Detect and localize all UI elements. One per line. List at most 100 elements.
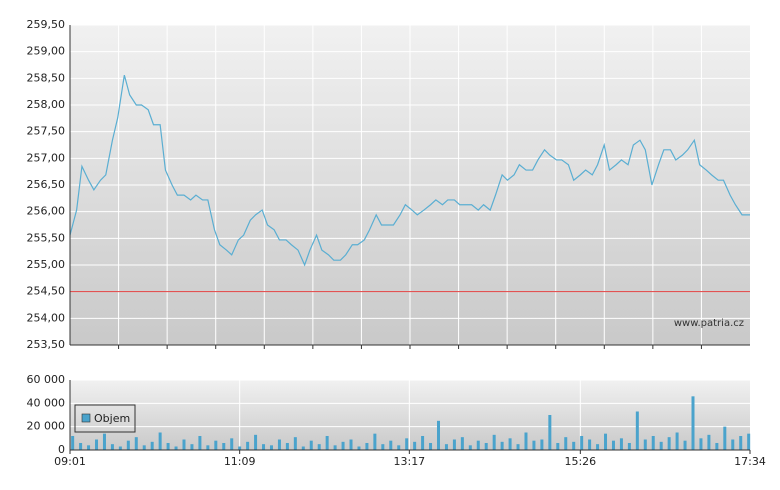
volume-bar [635, 411, 639, 450]
volume-bar [683, 440, 687, 450]
x-tick-label: 11:09 [224, 455, 256, 468]
volume-bar [500, 441, 504, 450]
volume-bar [285, 443, 289, 450]
volume-bar [333, 445, 337, 450]
volume-bar [564, 437, 568, 450]
volume-bar [262, 444, 266, 450]
volume-bar [190, 444, 194, 450]
volume-bar [269, 445, 273, 450]
watermark: www.patria.cz [674, 318, 744, 329]
x-tick-label: 09:01 [54, 455, 86, 468]
y-tick-label: 40 000 [27, 396, 66, 409]
volume-bar [357, 446, 361, 450]
y-tick-label: 258,00 [27, 98, 66, 111]
volume-bar [731, 439, 735, 450]
volume-bar [317, 444, 321, 450]
price-line [69, 74, 750, 267]
volume-bar [214, 440, 218, 450]
volume-bar [150, 441, 154, 450]
y-tick-label: 259,50 [27, 18, 66, 31]
volume-bar [365, 443, 369, 450]
volume-bar [429, 443, 433, 450]
volume-bar [397, 445, 401, 450]
volume-bar [596, 444, 600, 450]
y-tick-label: 259,00 [27, 45, 66, 58]
volume-bar [158, 432, 162, 450]
y-tick-label: 60 000 [27, 373, 66, 386]
volume-bar [516, 444, 520, 450]
volume-bar [174, 446, 178, 450]
volume-bar [580, 436, 584, 450]
volume-bar [301, 446, 305, 450]
volume-bar [79, 443, 83, 450]
volume-bar [627, 443, 631, 450]
volume-bar [651, 436, 655, 450]
volume-bar [230, 438, 234, 450]
y-tick-label: 255,00 [27, 258, 66, 271]
volume-bar [524, 432, 528, 450]
volume-bar [484, 443, 488, 450]
volume-bar [540, 439, 544, 450]
volume-bar [389, 440, 393, 450]
y-tick-label: 254,50 [27, 285, 66, 298]
volume-bar [198, 436, 202, 450]
y-tick-label: 253,50 [27, 338, 66, 351]
volume-bar [373, 433, 377, 450]
volume-bar [604, 433, 608, 450]
legend-box [74, 404, 136, 433]
volume-bar [508, 438, 512, 450]
volume-bar [643, 439, 647, 450]
volume-bar [452, 439, 456, 450]
volume-bar [110, 444, 114, 450]
volume-bar [675, 432, 679, 450]
volume-bar [572, 441, 576, 450]
y-tick-label: 256,00 [27, 205, 66, 218]
volume-bar [556, 443, 560, 450]
volume-bar [118, 446, 122, 450]
legend-label: Objem [94, 412, 130, 425]
volume-bar [723, 426, 727, 450]
volume-bar [739, 436, 743, 450]
volume-bar [166, 443, 170, 450]
volume-plot-area [70, 380, 750, 450]
volume-bar [222, 443, 226, 450]
volume-bar [476, 440, 480, 450]
volume-bar [460, 437, 464, 450]
y-tick-label: 256,50 [27, 178, 66, 191]
volume-bar [126, 440, 130, 450]
volume-bar [659, 441, 663, 450]
volume-bar [87, 445, 91, 450]
y-tick-label: 257,50 [27, 125, 66, 138]
y-tick-label: 254,00 [27, 311, 66, 324]
volume-bar [95, 439, 99, 450]
volume-bar [142, 445, 146, 450]
volume-bar [611, 440, 615, 450]
y-tick-label: 255,50 [27, 231, 66, 244]
y-tick-label: 257,00 [27, 151, 66, 164]
volume-bar [715, 443, 719, 450]
volume-bar [102, 433, 106, 450]
x-tick-label: 13:17 [393, 455, 425, 468]
y-tick-label: 258,50 [27, 71, 66, 84]
volume-bar [309, 440, 313, 450]
volume-bar [341, 441, 345, 450]
volume-bar [413, 441, 417, 450]
volume-bar [667, 437, 671, 450]
volume-bar [206, 445, 210, 450]
volume-bar [548, 415, 552, 450]
x-tick-label: 17:34 [734, 455, 766, 468]
volume-bar [182, 439, 186, 450]
volume-bar [444, 444, 448, 450]
volume-bar [254, 434, 258, 450]
volume-bar [699, 438, 703, 450]
volume-bar [381, 444, 385, 450]
volume-bar [134, 437, 138, 450]
volume-bar [707, 434, 711, 450]
volume-bar [325, 436, 329, 450]
y-tick-label: 20 000 [27, 420, 66, 433]
volume-bar [421, 436, 425, 450]
volume-bar [468, 445, 472, 450]
volume-bar [747, 433, 751, 450]
volume-bar [246, 441, 250, 450]
